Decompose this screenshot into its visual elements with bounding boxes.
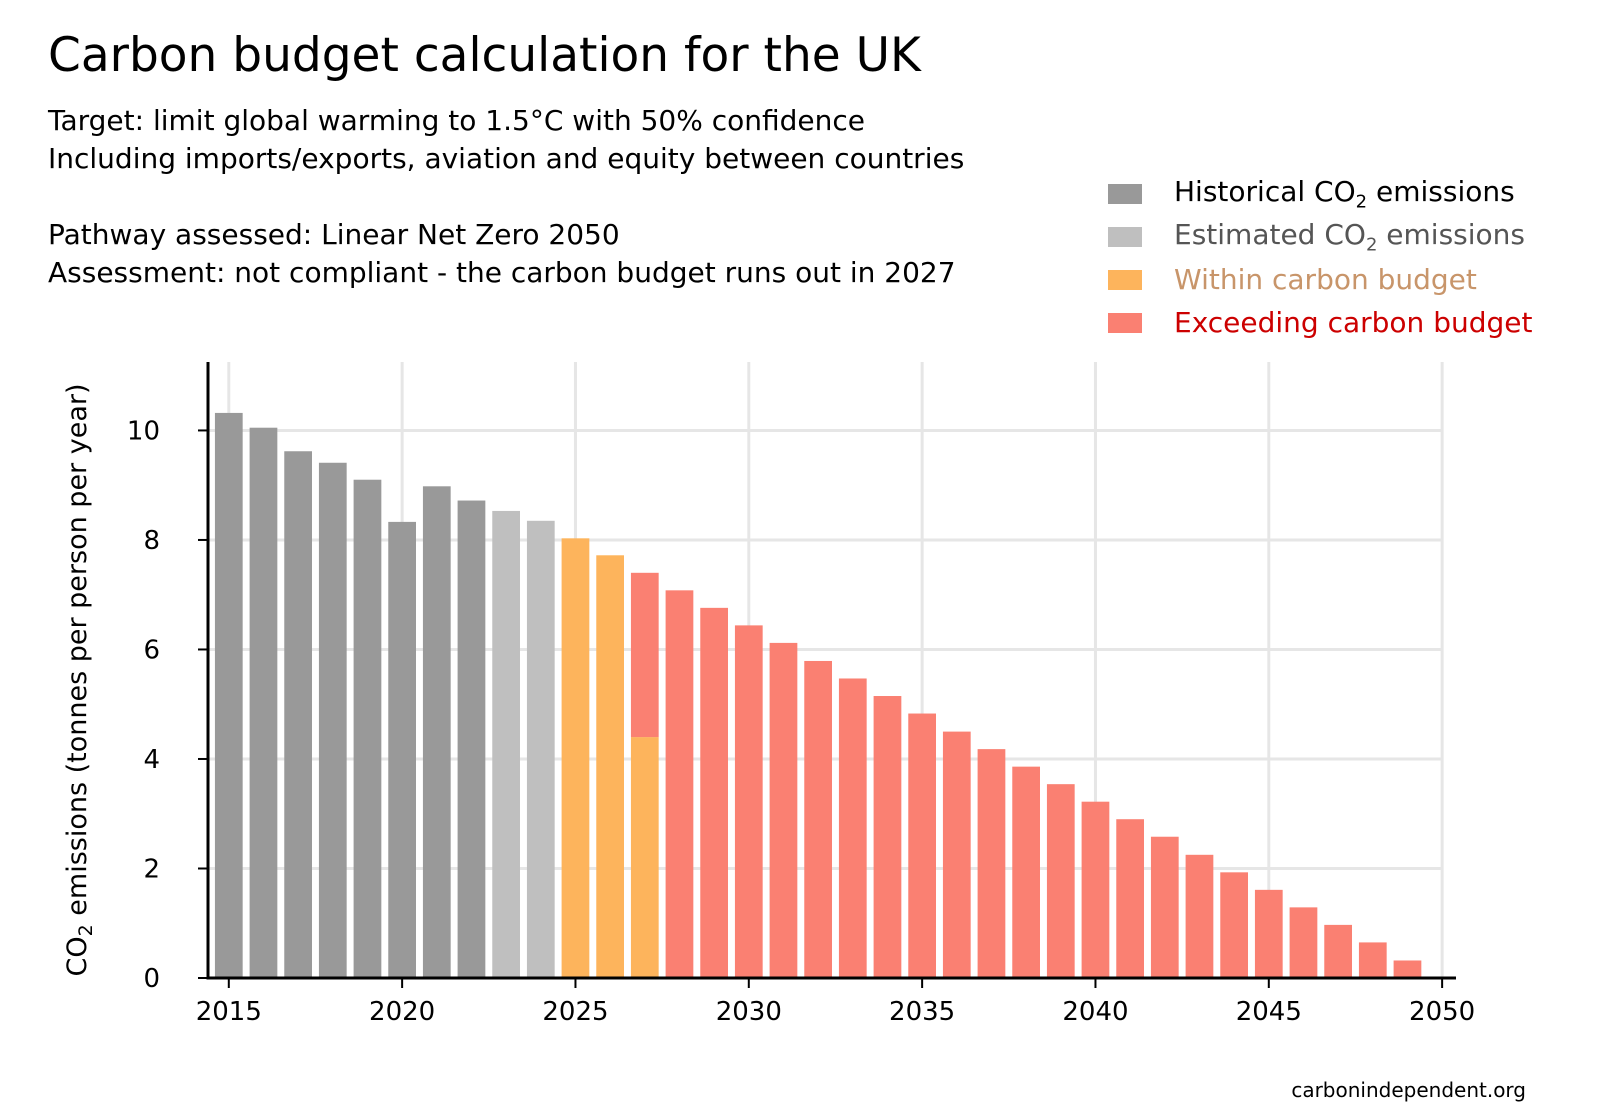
y-tick-label-2: 2: [143, 854, 160, 884]
bar-2016-historical: [249, 427, 278, 978]
legend-swatch-within: [1108, 269, 1142, 290]
legend-label-estimated: Estimated CO2 emissions: [1174, 217, 1526, 256]
bar-2017-historical: [284, 451, 312, 978]
bar-2034-exceeding: [873, 696, 902, 978]
bar-2039-exceeding: [1046, 784, 1075, 978]
bar-2022-historical: [457, 500, 486, 978]
bar-2031-exceeding: [769, 642, 798, 978]
legend-label-historical: Historical CO2 emissions: [1174, 174, 1515, 213]
y-axis-label: CO2 emissions (tonnes per person per yea…: [62, 383, 97, 976]
y-tick-label-4: 4: [143, 745, 160, 775]
grid-lines: [208, 362, 1444, 978]
chart-title: Carbon budget calculation for the UK: [48, 28, 921, 83]
bar-2021-historical: [422, 486, 451, 978]
x-tick-label-2035: 2035: [889, 997, 955, 1027]
subtitle-assessment: Assessment: not compliant - the carbon b…: [48, 256, 956, 289]
bar-2020-historical: [388, 521, 416, 978]
bar-2029-exceeding: [700, 607, 728, 978]
bar-2046-exceeding: [1289, 907, 1318, 978]
bar-2033-exceeding: [838, 678, 867, 978]
bar-2040-exceeding: [1081, 801, 1110, 978]
bar-2023-estimated: [492, 510, 520, 978]
bar-2049-exceeding: [1393, 960, 1422, 978]
bar-2027-exceeding: [630, 572, 659, 738]
bar-2018-historical: [318, 462, 347, 978]
bar-2048-exceeding: [1358, 942, 1387, 978]
bar-series: [214, 412, 1456, 978]
legend-label-within: Within carbon budget: [1174, 263, 1477, 296]
bar-2015-historical: [214, 412, 243, 978]
bar-2042-exceeding: [1150, 836, 1179, 978]
x-tick-label-2015: 2015: [196, 997, 262, 1027]
legend-swatch-historical: [1108, 183, 1142, 204]
bar-2028-exceeding: [665, 590, 694, 978]
bar-2030-exceeding: [734, 625, 763, 978]
legend-item-exceeding: Exceeding carbon budget: [1108, 301, 1532, 344]
bar-2024-estimated: [526, 520, 555, 978]
x-tick-label-2025: 2025: [542, 997, 608, 1027]
bar-2041-exceeding: [1116, 819, 1144, 978]
bar-2027-within: [630, 737, 659, 978]
chart-legend: Historical CO2 emissions Estimated CO2 e…: [1108, 172, 1532, 344]
axes: [198, 362, 1456, 988]
subtitle-target: Target: limit global warming to 1.5°C wi…: [48, 104, 866, 137]
y-tick-label-10: 10: [127, 416, 160, 446]
y-tick-label-6: 6: [143, 635, 160, 665]
x-tick-label-2050: 2050: [1409, 997, 1475, 1027]
bar-2019-historical: [353, 479, 382, 978]
x-tick-label-2030: 2030: [716, 997, 782, 1027]
bar-2037-exceeding: [977, 749, 1006, 978]
bar-2050: [1428, 977, 1456, 978]
x-tick-label-2040: 2040: [1062, 997, 1128, 1027]
y-tick-label-8: 8: [143, 526, 160, 556]
subtitle-scope: Including imports/exports, aviation and …: [48, 142, 965, 175]
y-tick-label-0: 0: [143, 964, 160, 994]
x-tick-label-2020: 2020: [369, 997, 435, 1027]
bar-2036-exceeding: [942, 731, 971, 978]
source-credit: carbonindependent.org: [1291, 1078, 1526, 1102]
bar-2043-exceeding: [1185, 854, 1214, 978]
legend-item-within: Within carbon budget: [1108, 258, 1532, 301]
legend-label-exceeding: Exceeding carbon budget: [1174, 306, 1533, 339]
bar-2035-exceeding: [908, 713, 936, 978]
tick-labels: 0 2 4 6 8 10 2015 2020 2025 2030 2035 2040 2045 2050: [127, 416, 1475, 1027]
subtitle-pathway: Pathway assessed: Linear Net Zero 2050: [48, 218, 620, 251]
legend-swatch-exceeding: [1108, 312, 1142, 333]
bar-2026-within: [596, 555, 624, 978]
bar-2045-exceeding: [1254, 889, 1283, 978]
bar-2032-exceeding: [804, 660, 832, 978]
bar-2025-within: [561, 538, 590, 978]
legend-swatch-estimated: [1108, 226, 1142, 247]
legend-item-historical: Historical CO2 emissions: [1108, 172, 1532, 215]
bar-2044-exceeding: [1220, 872, 1248, 978]
bar-2047-exceeding: [1324, 924, 1352, 978]
legend-item-estimated: Estimated CO2 emissions: [1108, 215, 1532, 258]
x-tick-label-2045: 2045: [1236, 997, 1302, 1027]
bar-2038-exceeding: [1012, 766, 1040, 978]
